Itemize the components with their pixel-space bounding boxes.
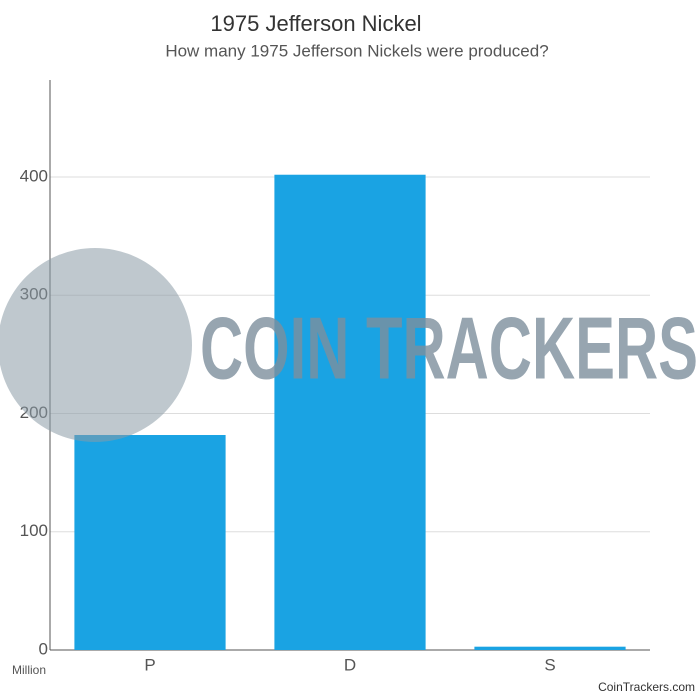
y-tick-label: 100 bbox=[20, 521, 48, 540]
unit-label: Million bbox=[12, 663, 46, 677]
chart-title: 1975 Jefferson Nickel bbox=[210, 11, 421, 36]
watermark-logo bbox=[0, 248, 192, 442]
x-tick-label: S bbox=[544, 655, 555, 674]
bar bbox=[474, 646, 626, 650]
watermark: COIN TRACKERS bbox=[200, 298, 698, 397]
credit: CoinTrackers.com bbox=[598, 680, 695, 694]
bar bbox=[74, 435, 226, 650]
x-tick-label: P bbox=[144, 655, 155, 674]
y-tick-label: 0 bbox=[39, 639, 48, 658]
chart-subtitle: How many 1975 Jefferson Nickels were pro… bbox=[165, 41, 548, 60]
y-tick-label: 400 bbox=[20, 166, 48, 185]
x-tick-label: D bbox=[344, 655, 356, 674]
bar bbox=[274, 174, 426, 650]
